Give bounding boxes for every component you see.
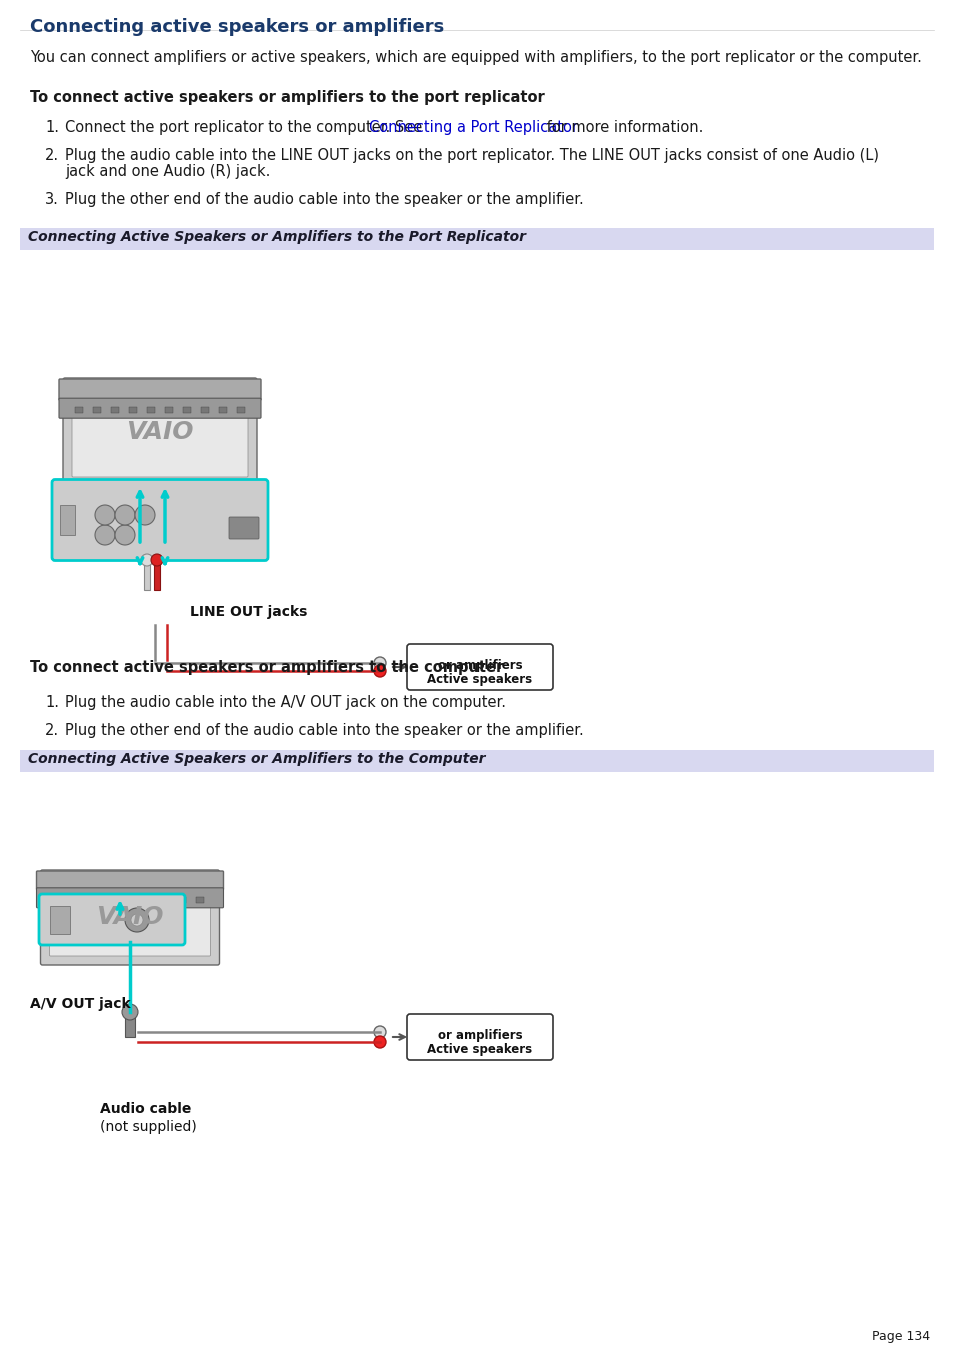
Bar xyxy=(92,407,101,413)
Circle shape xyxy=(95,505,115,526)
Text: LINE OUT jacks: LINE OUT jacks xyxy=(190,605,307,619)
FancyBboxPatch shape xyxy=(36,888,223,908)
Text: 1.: 1. xyxy=(45,120,59,135)
FancyBboxPatch shape xyxy=(63,378,256,486)
Circle shape xyxy=(151,554,163,566)
Bar xyxy=(236,407,245,413)
Text: Page 134: Page 134 xyxy=(871,1329,929,1343)
Circle shape xyxy=(141,554,152,566)
Bar xyxy=(178,897,186,902)
FancyBboxPatch shape xyxy=(36,871,223,890)
Circle shape xyxy=(374,657,386,669)
Bar xyxy=(129,407,137,413)
Bar xyxy=(70,897,78,902)
Text: To connect active speakers or amplifiers to the computer: To connect active speakers or amplifiers… xyxy=(30,661,503,676)
FancyBboxPatch shape xyxy=(52,480,268,561)
Text: Plug the other end of the audio cable into the speaker or the amplifier.: Plug the other end of the audio cable in… xyxy=(65,192,583,207)
Text: (not supplied): (not supplied) xyxy=(100,1120,196,1133)
Bar xyxy=(183,407,191,413)
Text: You can connect amplifiers or active speakers, which are equipped with amplifier: You can connect amplifiers or active spe… xyxy=(30,50,921,65)
Bar xyxy=(219,407,227,413)
Text: Connect the port replicator to the computer. See: Connect the port replicator to the compu… xyxy=(65,120,426,135)
Text: Plug the other end of the audio cable into the speaker or the amplifier.: Plug the other end of the audio cable in… xyxy=(65,723,583,738)
Bar xyxy=(165,407,172,413)
FancyBboxPatch shape xyxy=(59,399,261,419)
Bar xyxy=(195,897,204,902)
Text: 2.: 2. xyxy=(45,149,59,163)
FancyBboxPatch shape xyxy=(71,386,248,477)
Circle shape xyxy=(115,505,135,526)
Bar xyxy=(160,897,168,902)
Text: Connecting Active Speakers or Amplifiers to the Port Replicator: Connecting Active Speakers or Amplifiers… xyxy=(28,230,525,245)
Bar xyxy=(125,1012,135,1038)
Circle shape xyxy=(115,526,135,544)
Text: 2.: 2. xyxy=(45,723,59,738)
Bar xyxy=(75,407,83,413)
Text: Active speakers: Active speakers xyxy=(427,1043,532,1056)
Bar xyxy=(20,750,933,771)
Bar xyxy=(201,407,209,413)
Text: Connecting a Port Replicator: Connecting a Port Replicator xyxy=(369,120,578,135)
Circle shape xyxy=(135,505,154,526)
Bar xyxy=(124,897,132,902)
Circle shape xyxy=(131,915,143,925)
Bar xyxy=(142,897,150,902)
Bar xyxy=(106,897,113,902)
FancyBboxPatch shape xyxy=(40,870,219,965)
Text: Active speakers: Active speakers xyxy=(427,673,532,686)
Text: Plug the audio cable into the LINE OUT jacks on the port replicator. The LINE OU: Plug the audio cable into the LINE OUT j… xyxy=(65,149,878,163)
FancyBboxPatch shape xyxy=(407,644,553,690)
Circle shape xyxy=(374,1036,386,1048)
Bar xyxy=(52,897,60,902)
Circle shape xyxy=(374,1025,386,1038)
Text: 1.: 1. xyxy=(45,694,59,711)
Circle shape xyxy=(374,665,386,677)
Bar xyxy=(144,561,150,590)
Bar xyxy=(88,897,96,902)
Text: Plug the audio cable into the A/V OUT jack on the computer.: Plug the audio cable into the A/V OUT ja… xyxy=(65,694,505,711)
Text: jack and one Audio (R) jack.: jack and one Audio (R) jack. xyxy=(65,163,270,178)
FancyBboxPatch shape xyxy=(407,1015,553,1061)
Bar xyxy=(50,907,70,934)
Circle shape xyxy=(95,526,115,544)
Bar xyxy=(153,561,160,590)
Text: 3.: 3. xyxy=(45,192,59,207)
FancyBboxPatch shape xyxy=(50,880,211,957)
FancyBboxPatch shape xyxy=(229,517,258,539)
Text: VAIO: VAIO xyxy=(96,905,164,929)
Text: VAIO: VAIO xyxy=(126,420,193,444)
Bar xyxy=(20,228,933,250)
Bar xyxy=(60,505,75,535)
Bar xyxy=(111,407,119,413)
Text: Audio cable: Audio cable xyxy=(100,1102,192,1116)
FancyBboxPatch shape xyxy=(39,894,185,944)
Bar xyxy=(147,407,154,413)
Circle shape xyxy=(122,1004,138,1020)
Circle shape xyxy=(125,908,149,932)
Text: for more information.: for more information. xyxy=(542,120,703,135)
Text: To connect active speakers or amplifiers to the port replicator: To connect active speakers or amplifiers… xyxy=(30,91,544,105)
Text: A/V OUT jack: A/V OUT jack xyxy=(30,997,131,1011)
Text: or amplifiers: or amplifiers xyxy=(437,659,521,671)
Text: or amplifiers: or amplifiers xyxy=(437,1029,521,1042)
Text: Connecting Active Speakers or Amplifiers to the Computer: Connecting Active Speakers or Amplifiers… xyxy=(28,753,485,766)
FancyBboxPatch shape xyxy=(59,380,261,400)
Text: Connecting active speakers or amplifiers: Connecting active speakers or amplifiers xyxy=(30,18,444,36)
